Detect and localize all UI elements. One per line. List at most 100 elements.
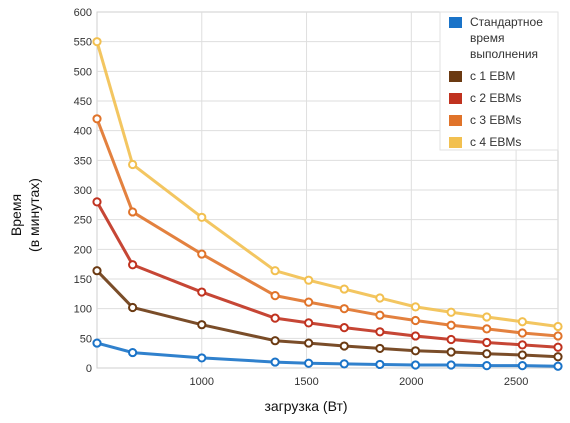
data-point: [128, 159, 138, 170]
data-point: [92, 266, 102, 276]
data-point: [375, 310, 385, 320]
y-tick-label: 300: [74, 185, 92, 197]
data-point: [92, 37, 102, 47]
legend-swatch: [449, 93, 462, 104]
data-point: [270, 313, 280, 323]
x-axis-ticks: 1000 1500 2000 2500: [190, 376, 529, 388]
y-tick-label: 0: [86, 363, 92, 375]
data-point: [270, 336, 280, 346]
series-2: [92, 197, 563, 352]
series-4: [92, 37, 563, 332]
legend-item-2: c 2 EBMs: [449, 91, 521, 105]
data-point: [339, 359, 349, 369]
data-point: [375, 327, 385, 337]
legend-swatch: [449, 115, 462, 126]
data-point: [482, 337, 492, 348]
data-point: [339, 304, 349, 314]
data-point: [517, 328, 527, 338]
y-tick-label: 500: [74, 66, 92, 78]
data-point: [304, 297, 314, 307]
y-axis-title-line2: (в минутах): [26, 178, 42, 252]
data-point: [482, 361, 492, 371]
series-line: [95, 269, 559, 359]
legend-label: выполнения: [470, 47, 538, 61]
gridlines: [97, 12, 558, 368]
data-point: [304, 275, 314, 285]
y-axis-title-line1: Время: [8, 194, 24, 236]
y-tick-label: 550: [74, 37, 92, 49]
data-point: [410, 360, 421, 370]
data-point: [197, 320, 207, 330]
x-tick-label: 1500: [294, 376, 318, 388]
data-point: [128, 347, 138, 358]
series-layer: [92, 37, 563, 371]
data-point: [482, 349, 492, 359]
data-point: [446, 334, 456, 345]
data-point: [410, 315, 421, 326]
series-line: [95, 41, 559, 328]
data-point: [197, 353, 207, 363]
data-point: [304, 358, 314, 368]
series-line: [96, 341, 559, 368]
y-tick-label: 50: [80, 333, 92, 345]
x-tick-label: 2500: [504, 376, 528, 388]
y-tick-label: 150: [74, 274, 92, 286]
data-point: [339, 284, 349, 294]
data-point: [410, 302, 421, 312]
data-point: [482, 324, 492, 334]
y-tick-label: 200: [74, 244, 92, 256]
x-tick-label: 2000: [399, 376, 423, 388]
data-point: [410, 346, 421, 356]
legend: Стандартное время выполнения c 1 EBM c 2 EBM…: [439, 11, 559, 151]
y-tick-label: 250: [74, 215, 92, 227]
data-point: [128, 260, 138, 270]
legend-label: время: [470, 31, 504, 45]
series-3: [92, 114, 563, 341]
data-point: [446, 347, 456, 357]
data-point: [339, 341, 349, 351]
y-tick-label: 600: [74, 7, 92, 19]
legend-swatch: [449, 17, 462, 28]
data-point: [553, 331, 563, 341]
data-point: [517, 350, 527, 360]
data-point: [270, 291, 280, 301]
legend-item-3: c 3 EBMs: [449, 113, 521, 127]
data-point: [553, 342, 563, 352]
data-point: [553, 361, 563, 371]
data-point: [304, 318, 314, 328]
x-axis-title: загрузка (Вт): [264, 398, 347, 414]
y-tick-label: 450: [74, 96, 92, 108]
data-point: [517, 361, 527, 371]
legend-label: c 3 EBMs: [470, 113, 521, 127]
legend-item-0: Стандартное время выполнения: [449, 15, 543, 61]
legend-swatch: [449, 71, 462, 82]
data-point: [128, 207, 138, 217]
series-0: [92, 338, 563, 371]
data-point: [304, 338, 314, 348]
y-tick-label: 100: [74, 304, 92, 316]
data-point: [270, 266, 280, 276]
data-point: [128, 302, 138, 313]
data-point: [92, 197, 102, 207]
legend-label: c 2 EBMs: [470, 91, 521, 105]
y-tick-label: 400: [74, 126, 92, 138]
data-point: [410, 331, 421, 341]
x-tick-label: 1000: [190, 376, 214, 388]
data-point: [92, 338, 102, 348]
legend-label: Стандартное: [470, 15, 543, 29]
data-point: [553, 352, 563, 362]
legend-label: c 4 EBMs: [470, 135, 521, 149]
data-point: [517, 317, 527, 327]
data-point: [446, 360, 456, 370]
data-point: [339, 323, 349, 333]
data-point: [482, 312, 492, 322]
series-line: [95, 201, 559, 349]
data-point: [375, 343, 385, 354]
legend-item-4: c 4 EBMs: [449, 135, 521, 149]
data-point: [446, 320, 456, 330]
data-point: [197, 212, 207, 222]
y-tick-label: 350: [74, 155, 92, 167]
y-axis-ticks: 0 50 100 150 200 250 300 350 400 450 500 550 600: [74, 7, 92, 375]
legend-label: c 1 EBM: [470, 69, 515, 83]
